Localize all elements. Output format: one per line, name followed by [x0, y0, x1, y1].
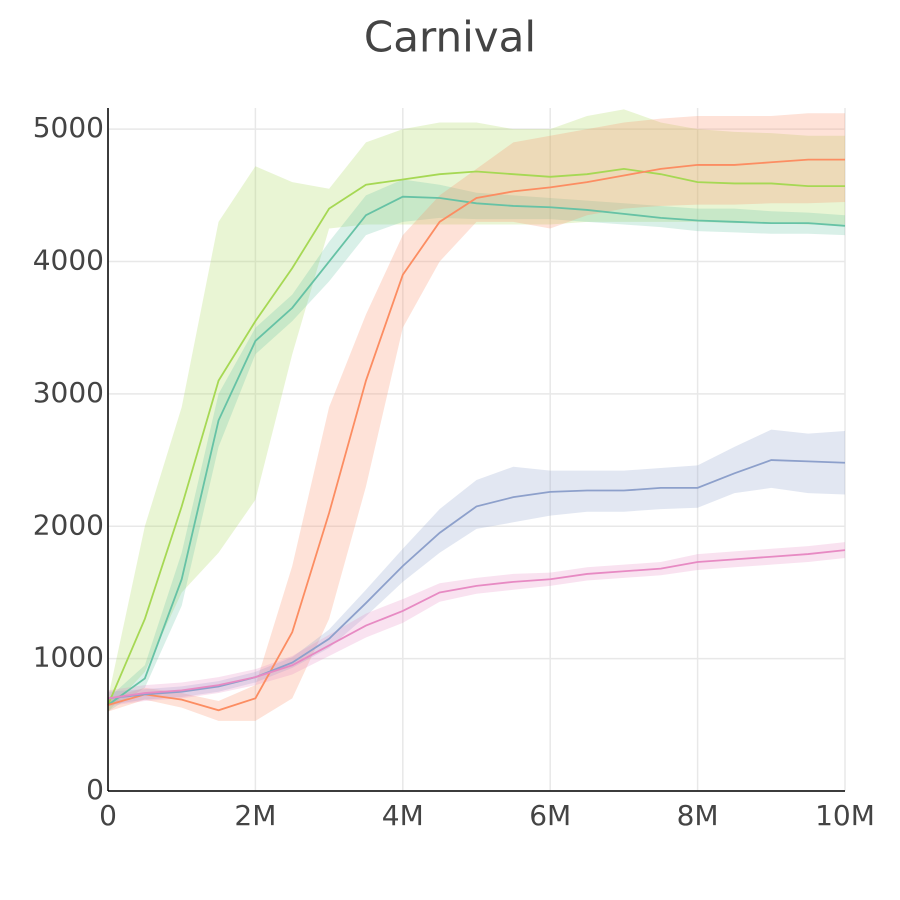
band [108, 542, 845, 707]
line [107, 195, 846, 706]
band [108, 179, 845, 712]
x-tick-label: 0 [99, 799, 117, 832]
line [107, 549, 846, 700]
y-tick-label: 5000 [33, 111, 104, 144]
x-tick-label: 8M [677, 799, 719, 832]
line [107, 167, 845, 706]
band [108, 109, 845, 712]
y-tick-label: 4000 [33, 244, 104, 277]
x-tick-label: 4M [382, 799, 424, 832]
line [107, 158, 845, 712]
band [108, 113, 845, 721]
x-tick-label: 6M [529, 799, 571, 832]
y-tick-label: 2000 [33, 508, 104, 541]
y-tick-label: 1000 [33, 641, 104, 674]
y-tick-label: 0 [86, 773, 104, 806]
x-tick-label: 2M [234, 799, 276, 832]
y-tick-label: 3000 [33, 376, 104, 409]
chart-title: Carnival [364, 13, 536, 62]
x-tick-label: 10M [815, 799, 875, 832]
band [108, 429, 845, 705]
